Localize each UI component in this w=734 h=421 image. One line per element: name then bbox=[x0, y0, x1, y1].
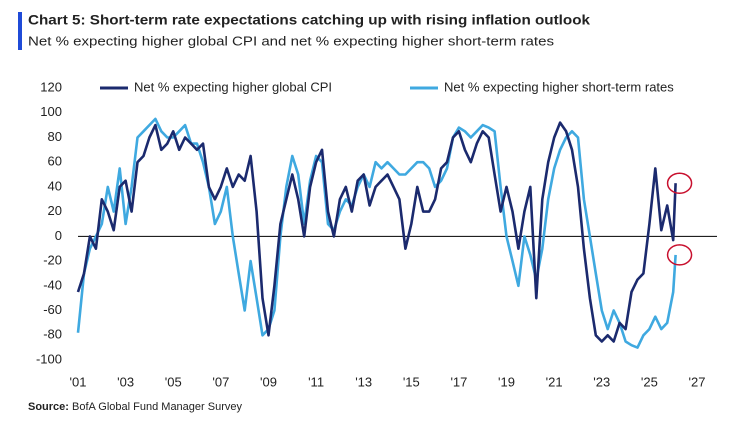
y-tick-label: -60 bbox=[43, 302, 62, 317]
legend-label: Net % expecting higher short-term rates bbox=[444, 79, 674, 94]
x-tick-label: '11 bbox=[308, 374, 324, 389]
highlight-circle bbox=[666, 172, 693, 194]
x-tick-label: '05 bbox=[165, 374, 182, 389]
y-tick-label: -20 bbox=[43, 253, 62, 268]
legend-label: Net % expecting higher global CPI bbox=[134, 79, 332, 94]
x-tick-label: '03 bbox=[117, 374, 134, 389]
series-line bbox=[76, 117, 677, 349]
source-text: BofA Global Fund Manager Survey bbox=[72, 401, 242, 413]
x-tick-label: '25 bbox=[641, 374, 658, 389]
y-tick-label: 120 bbox=[40, 79, 62, 94]
x-tick-label: '15 bbox=[403, 374, 420, 389]
y-tick-label: -100 bbox=[36, 351, 62, 366]
x-tick-label: '19 bbox=[498, 374, 515, 389]
y-tick-label: 100 bbox=[40, 104, 62, 119]
x-tick-label: '09 bbox=[260, 374, 277, 389]
source-label: Source: bbox=[28, 401, 69, 413]
chart-subtitle: Net % expecting higher global CPI and ne… bbox=[28, 33, 555, 48]
series-line bbox=[76, 121, 677, 343]
x-tick-label: '27 bbox=[689, 374, 706, 389]
x-tick-label: '17 bbox=[450, 374, 467, 389]
x-tick-label: '23 bbox=[593, 374, 610, 389]
x-tick-label: '01 bbox=[70, 374, 87, 389]
x-tick-label: '13 bbox=[355, 374, 372, 389]
y-tick-label: 20 bbox=[48, 203, 62, 218]
y-tick-label: 0 bbox=[55, 228, 62, 243]
x-tick-label: '21 bbox=[546, 374, 563, 389]
x-tick-label: '07 bbox=[212, 374, 229, 389]
y-tick-label: -40 bbox=[43, 277, 62, 292]
title-accent bbox=[18, 12, 22, 50]
highlight-circle bbox=[666, 244, 693, 266]
y-tick-label: 60 bbox=[48, 154, 62, 169]
chart-title: Chart 5: Short-term rate expectations ca… bbox=[28, 12, 590, 28]
y-tick-label: 80 bbox=[48, 129, 62, 144]
y-tick-label: -80 bbox=[43, 327, 62, 342]
y-tick-label: 40 bbox=[48, 178, 62, 193]
